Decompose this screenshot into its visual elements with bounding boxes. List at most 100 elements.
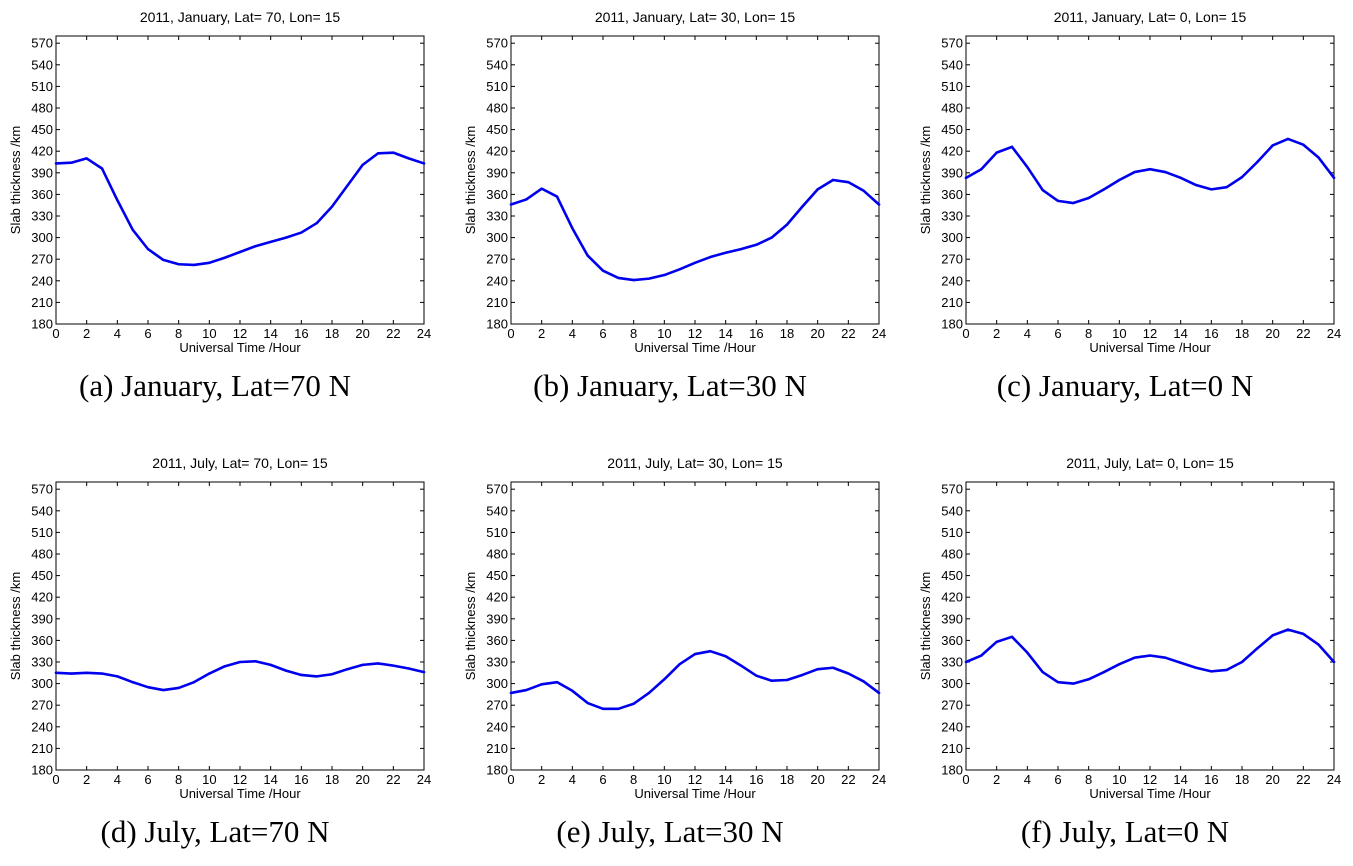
y-tick-label: 450: [486, 568, 508, 583]
data-point: [131, 680, 134, 684]
data-point: [407, 157, 410, 160]
data-point: [162, 688, 165, 692]
y-tick-label: 210: [941, 741, 963, 756]
y-tick-label: 510: [31, 525, 53, 540]
data-point: [361, 663, 364, 667]
data-point: [785, 223, 789, 226]
data-point: [1194, 666, 1198, 669]
data-point: [770, 679, 773, 682]
data-point: [647, 277, 651, 280]
data-point: [192, 263, 196, 267]
data-point: [1317, 156, 1320, 159]
data-point: [1256, 647, 1259, 650]
data-point: [116, 198, 119, 202]
data-point: [647, 691, 651, 695]
data-point: [1164, 170, 1167, 174]
data-point: [223, 665, 226, 668]
data-point: [1087, 678, 1090, 681]
y-tick-label: 270: [486, 698, 508, 713]
y-tick-label: 390: [486, 611, 508, 626]
data-point: [146, 686, 150, 689]
x-tick-label: 18: [780, 772, 794, 787]
data-point: [877, 203, 881, 206]
x-tick-label: 8: [175, 326, 182, 341]
x-tick-label: 12: [1143, 772, 1157, 787]
data-point: [192, 680, 196, 684]
x-tick-label: 4: [1024, 772, 1031, 787]
data-point: [601, 269, 605, 272]
chart-title: 2011, January, Lat= 0, Lon= 15: [1054, 9, 1247, 25]
data-point: [1271, 144, 1274, 147]
y-tick-label: 180: [31, 763, 53, 778]
chart-a: 2011, January, Lat= 70, Lon= 15180210240…: [8, 9, 431, 355]
y-tick-label: 510: [486, 525, 508, 540]
data-point: [1133, 656, 1136, 659]
data-point: [601, 707, 605, 710]
y-tick-label: 540: [486, 503, 508, 518]
y-tick-label: 570: [941, 36, 963, 51]
y-tick-label: 390: [31, 165, 53, 180]
x-tick-label: 0: [52, 772, 59, 787]
y-axis-label: Slab thickness /km: [918, 572, 933, 680]
data-point: [831, 666, 835, 669]
x-tick-label: 16: [749, 326, 763, 341]
data-point: [862, 680, 865, 683]
x-tick-label: 12: [233, 326, 247, 341]
x-tick-label: 8: [630, 326, 637, 341]
data-point: [85, 157, 88, 160]
x-tick-label: 14: [718, 326, 732, 341]
data-point: [755, 674, 758, 677]
y-tick-label: 330: [31, 209, 53, 224]
x-axis-label: Universal Time /Hour: [1089, 340, 1211, 355]
data-point: [1026, 651, 1029, 654]
y-axis-label: Slab thickness /km: [463, 572, 478, 680]
x-tick-label: 2: [538, 326, 545, 341]
x-tick-label: 12: [233, 772, 247, 787]
y-tick-label: 540: [486, 57, 508, 72]
y-tick-label: 480: [31, 547, 53, 562]
y-tick-label: 570: [486, 482, 508, 497]
data-point: [177, 686, 180, 690]
y-tick-label: 240: [941, 719, 963, 734]
data-point: [980, 654, 983, 657]
caption-b: (b) January, Lat=30 N: [533, 368, 807, 403]
data-point: [346, 668, 349, 671]
data-point: [995, 640, 998, 644]
data-point: [1210, 188, 1213, 191]
data-point: [709, 255, 712, 259]
data-point: [801, 205, 804, 208]
y-tick-label: 480: [941, 101, 963, 116]
x-tick-label: 16: [1204, 326, 1218, 341]
data-point: [995, 151, 998, 154]
chart-title: 2011, January, Lat= 30, Lon= 15: [595, 9, 796, 25]
x-tick-label: 18: [325, 772, 339, 787]
x-tick-label: 2: [83, 326, 90, 341]
data-point: [269, 240, 272, 244]
data-point: [315, 222, 318, 225]
data-point: [1286, 628, 1290, 631]
caption-a: (a) January, Lat=70 N: [79, 368, 351, 403]
y-tick-label: 300: [486, 230, 508, 245]
y-tick-label: 210: [31, 741, 53, 756]
data-point: [540, 187, 543, 190]
x-tick-label: 22: [386, 772, 400, 787]
x-tick-label: 18: [1235, 772, 1249, 787]
x-tick-label: 10: [1112, 772, 1126, 787]
data-point: [162, 258, 165, 262]
y-tick-label: 510: [486, 79, 508, 94]
y-tick-label: 360: [486, 633, 508, 648]
data-point: [1256, 160, 1259, 164]
x-tick-label: 6: [144, 772, 151, 787]
x-tick-label: 6: [599, 772, 606, 787]
x-tick-label: 4: [569, 772, 576, 787]
x-tick-label: 12: [688, 326, 702, 341]
data-point: [1210, 670, 1213, 673]
x-tick-label: 20: [1265, 326, 1279, 341]
chart-c: 2011, January, Lat= 0, Lon= 151802102402…: [918, 9, 1341, 355]
x-tick-label: 14: [1173, 326, 1187, 341]
y-tick-label: 360: [486, 187, 508, 202]
x-tick-label: 6: [599, 326, 606, 341]
data-point: [300, 231, 303, 234]
data-point: [586, 701, 589, 705]
